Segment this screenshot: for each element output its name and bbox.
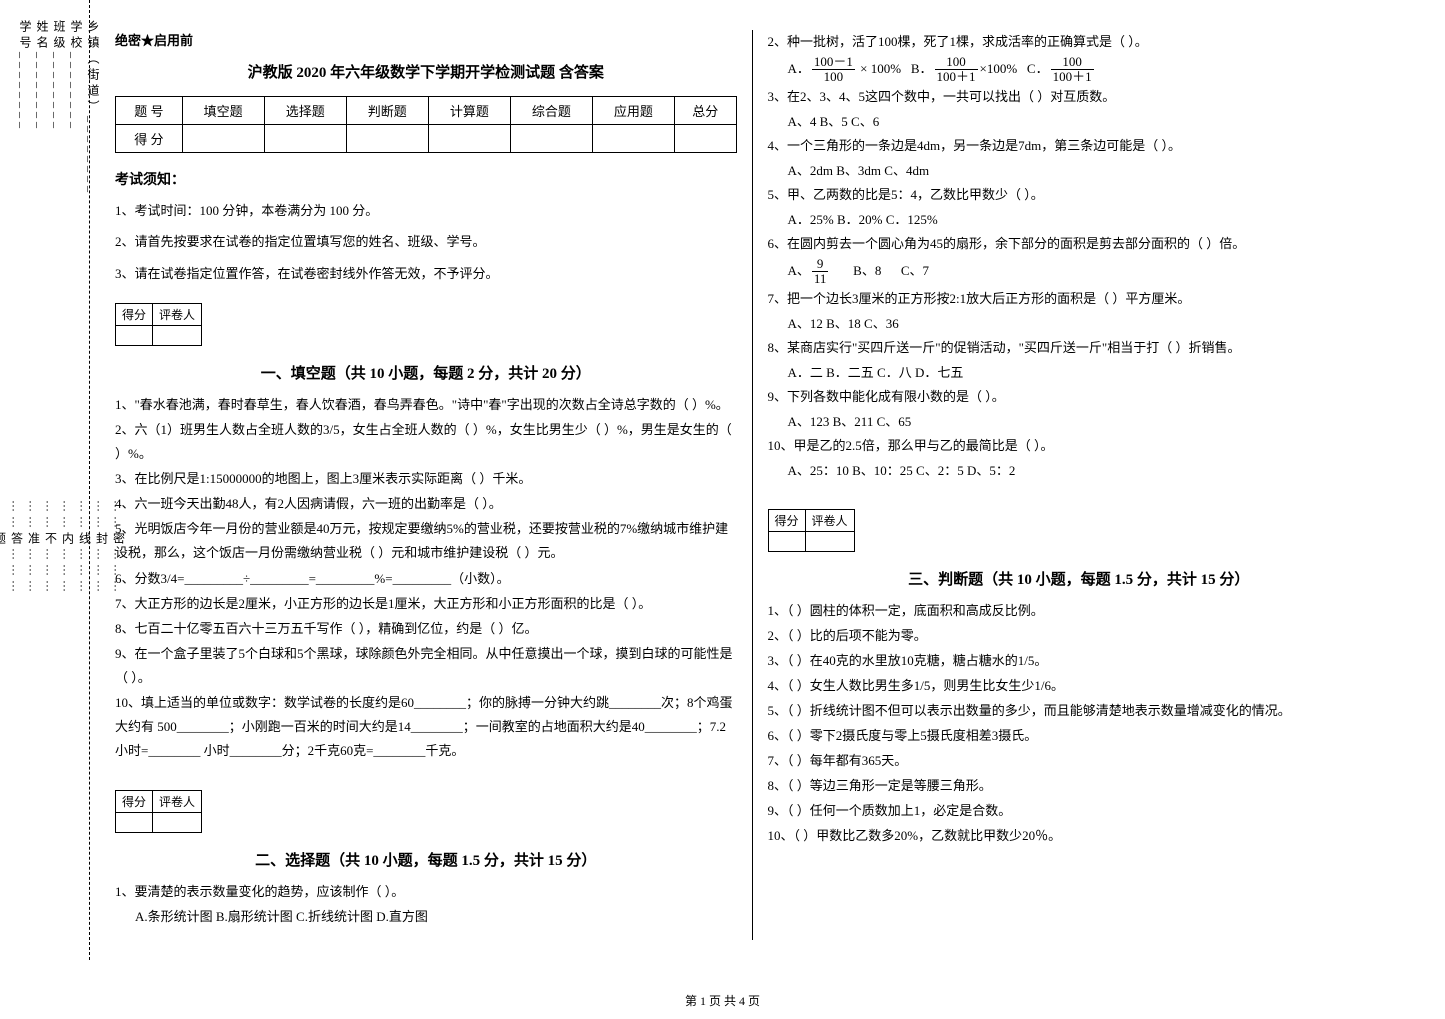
judge-q: 9、（ ）任何一个质数加上1，必定是合数。: [768, 799, 1391, 823]
fill-q: 10、填上适当的单位或数字：数学试卷的长度约是60________；你的脉搏一分…: [115, 691, 737, 763]
th: 判断题: [346, 97, 428, 125]
td: [674, 125, 736, 153]
th: 总分: [674, 97, 736, 125]
choice-q: 10、甲是乙的2.5倍，那么甲与乙的最简比是（ ）。: [768, 434, 1391, 458]
td: [182, 125, 264, 153]
td: [592, 125, 674, 153]
td: [346, 125, 428, 153]
fill-q: 3、在比例尺是1:15000000的地图上，图上3厘米表示实际距离（ ）千米。: [115, 467, 737, 491]
side-seal: ……线………: [77, 500, 94, 940]
page-footer: 第 1 页 共 4 页: [0, 992, 1445, 1009]
choice-q: 3、在2、3、4、5这四个数中，一共可以找出（ ）对互质数。: [768, 85, 1391, 109]
side-label: 姓名________: [34, 20, 51, 460]
side-seal: ……题………: [0, 500, 9, 940]
th: 综合题: [510, 97, 592, 125]
td: [264, 125, 346, 153]
page: 绝密★启用前 沪教版 2020 年六年级数学下学期开学检测试题 含答案 题 号 …: [0, 0, 1445, 960]
choice-opts: A、25：10 B、10：25 C、2：5 D、5：2: [788, 459, 1391, 483]
choice-opts: A．25% B．20% C．125%: [788, 208, 1391, 232]
choice-q: 9、下列各数中能化成有限小数的是（ ）。: [768, 385, 1391, 409]
fill-q: 1、"春水春池满，春时春草生，春人饮春酒，春鸟弄春色。"诗中"春"字出现的次数占…: [115, 393, 737, 417]
notice: 1、考试时间：100 分钟，本卷满分为 100 分。: [115, 199, 737, 222]
section-choice-title: 二、选择题（共 10 小题，每题 1.5 分，共计 15 分）: [115, 849, 737, 870]
side-seal: ……内………: [60, 500, 77, 940]
judge-q: 5、（ ）折线统计图不但可以表示出数量的多少，而且能够清楚地表示数量增减变化的情…: [768, 699, 1391, 723]
choice-opts: A．二 B．二五 C．八 D．七五: [788, 361, 1391, 385]
fill-q: 7、大正方形的边长是2厘米，小正方形的边长是1厘米，大正方形和小正方形面积的比是…: [115, 592, 737, 616]
scorebox-c2: 评卷人: [153, 304, 202, 326]
side-label: 学校________: [68, 20, 85, 460]
binding-sideline: 乡镇（街道）________ 学校________ 班级________ 姓名_…: [30, 0, 90, 960]
td: 得 分: [116, 125, 183, 153]
side-label: 学号________: [17, 20, 34, 460]
scorebox: 得分 评卷人: [115, 303, 202, 346]
choice-q: 7、把一个边长3厘米的正方形按2:1放大后正方形的面积是（ ）平方厘米。: [768, 287, 1391, 311]
fill-q: 6、分数3/4=_________÷_________=_________%=_…: [115, 567, 737, 591]
th: 题 号: [116, 97, 183, 125]
side-label: 班级________: [51, 20, 68, 460]
scorebox: 得分 评卷人: [115, 790, 202, 833]
choice-q: 1、要清楚的表示数量变化的趋势，应该制作（ ）。: [115, 880, 737, 904]
score-table: 题 号 填空题 选择题 判断题 计算题 综合题 应用题 总分 得 分: [115, 96, 737, 153]
side-seal: ……准………: [26, 500, 43, 940]
exam-title: 沪教版 2020 年六年级数学下学期开学检测试题 含答案: [115, 61, 737, 82]
judge-q: 7、（ ）每年都有365天。: [768, 749, 1391, 773]
choice-opts: A、123 B、211 C、65: [788, 410, 1391, 434]
side-seal: ……答………: [9, 500, 26, 940]
notice: 3、请在试卷指定位置作答，在试卷密封线外作答无效，不予评分。: [115, 262, 737, 285]
notice: 2、请首先按要求在试卷的指定位置填写您的姓名、班级、学号。: [115, 230, 737, 253]
judge-q: 1、（ ）圆柱的体积一定，底面积和高成反比例。: [768, 599, 1391, 623]
fill-q: 8、七百二十亿零五百六十三万五千写作（ ），精确到亿位，约是（ ）亿。: [115, 617, 737, 641]
td: [510, 125, 592, 153]
judge-q: 2、（ ）比的后项不能为零。: [768, 624, 1391, 648]
td: [428, 125, 510, 153]
judge-q: 3、（ ）在40克的水里放10克糖，糖占糖水的1/5。: [768, 649, 1391, 673]
th: 选择题: [264, 97, 346, 125]
choice-q: 6、在圆内剪去一个圆心角为45的扇形，余下部分的面积是剪去部分面积的（ ）倍。: [768, 232, 1391, 256]
scorebox-c1: 得分: [116, 790, 153, 812]
choice-opts: A、2dm B、3dm C、4dm: [788, 159, 1391, 183]
choice-q: 2、种一批树，活了100棵，死了1棵，求成活率的正确算式是（ ）。: [768, 30, 1391, 54]
th: 计算题: [428, 97, 510, 125]
section-judge-title: 三、判断题（共 10 小题，每题 1.5 分，共计 15 分）: [768, 568, 1391, 589]
scorebox-c2: 评卷人: [153, 790, 202, 812]
choice-opts: A、4 B、5 C、6: [788, 110, 1391, 134]
side-seal: ……不………: [43, 500, 60, 940]
right-column: 2、种一批树，活了100棵，死了1棵，求成活率的正确算式是（ ）。 A．100－…: [753, 30, 1406, 940]
fill-q: 4、六一班今天出勤48人，有2人因病请假，六一班的出勤率是（ ）。: [115, 492, 737, 516]
fill-q: 2、六（1）班男生人数占全班人数的3/5，女生占全班人数的（ ）%，女生比男生少…: [115, 418, 737, 466]
judge-q: 8、（ ）等边三角形一定是等腰三角形。: [768, 774, 1391, 798]
choice-q: 8、某商店实行"买四斤送一斤"的促销活动，"买四斤送一斤"相当于打（ ）折销售。: [768, 336, 1391, 360]
notice-head: 考试须知：: [115, 169, 737, 189]
secret-label: 绝密★启用前: [115, 30, 737, 49]
choice-q: 5、甲、乙两数的比是5：4，乙数比甲数少（ ）。: [768, 183, 1391, 207]
judge-q: 6、（ ）零下2摄氏度与零上5摄氏度相差3摄氏。: [768, 724, 1391, 748]
scorebox-c1: 得分: [116, 304, 153, 326]
left-column: 绝密★启用前 沪教版 2020 年六年级数学下学期开学检测试题 含答案 题 号 …: [100, 30, 753, 940]
choice-opts: A、12 B、18 C、36: [788, 312, 1391, 336]
judge-q: 10、（ ）甲数比乙数多20%，乙数就比甲数少20％。: [768, 824, 1391, 848]
section-fill-title: 一、填空题（共 10 小题，每题 2 分，共计 20 分）: [115, 362, 737, 383]
choice-q: 4、一个三角形的一条边是4dm，另一条边是7dm，第三条边可能是（ ）。: [768, 134, 1391, 158]
th: 应用题: [592, 97, 674, 125]
scorebox: 得分 评卷人: [768, 509, 855, 552]
choice-opts: A、911 B、8 C、7: [788, 257, 1391, 287]
choice-opts: A.条形统计图 B.扇形统计图 C.折线统计图 D.直方图: [135, 905, 737, 929]
fill-q: 5、光明饭店今年一月份的营业额是40万元，按规定要缴纳5%的营业税，还要按营业税…: [115, 517, 737, 565]
fill-q: 9、在一个盒子里装了5个白球和5个黑球，球除颜色外完全相同。从中任意摸出一个球，…: [115, 642, 737, 690]
choice-opts: A．100－1100 × 100% B．100100＋1×100% C．1001…: [788, 55, 1391, 85]
scorebox-c1: 得分: [768, 509, 805, 531]
judge-q: 4、（ ）女生人数比男生多1/5，则男生比女生少1/6。: [768, 674, 1391, 698]
th: 填空题: [182, 97, 264, 125]
scorebox-c2: 评卷人: [805, 509, 854, 531]
